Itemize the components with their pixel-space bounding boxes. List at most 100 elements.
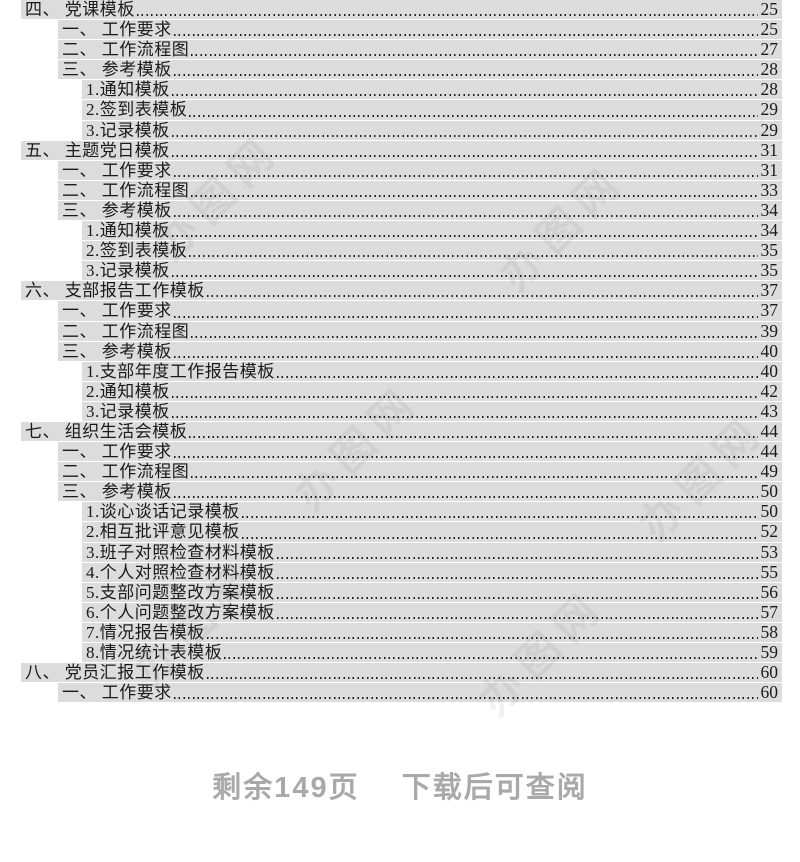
toc-entry-label: 二、 工作流程图	[62, 321, 190, 341]
toc-entry: 三、 参考模板 28	[58, 59, 782, 80]
toc-entry: 6.个人问题整改方案模板 57	[82, 601, 782, 622]
toc-entry-page-number: 29	[760, 119, 779, 140]
toc-entry: 二、 工作流程图 33	[58, 179, 782, 200]
toc-entry: 一、 工作要求 60	[58, 683, 782, 703]
dot-leader	[173, 697, 758, 700]
dot-leader	[173, 174, 758, 177]
toc-entry: 8.情况统计表模板 59	[82, 642, 782, 663]
dot-leader	[189, 255, 758, 258]
toc-entry-label: 2.通知模板	[86, 381, 170, 401]
dot-leader	[276, 596, 758, 599]
toc-entry: 六、 支部报告工作模板 37	[21, 280, 782, 301]
toc-entry-label: 1.支部年度工作报告模板	[86, 361, 275, 381]
toc-entry-label: 二、 工作流程图	[62, 180, 190, 200]
dot-leader	[171, 415, 758, 418]
toc-entry: 1.谈心谈话记录模板 50	[82, 501, 782, 522]
dot-leader	[173, 74, 758, 77]
dot-leader	[191, 194, 758, 197]
toc-entry-page-number: 57	[760, 601, 779, 622]
toc-entry: 2.签到表模板 35	[82, 240, 782, 261]
remaining-pages-text: 剩余149页	[212, 772, 360, 804]
toc-entry-page-number: 56	[760, 581, 779, 602]
toc-entry: 八、 党员汇报工作模板 60	[21, 662, 782, 683]
toc-entry-page-number: 58	[760, 621, 779, 642]
toc-entry-label: 1.通知模板	[86, 80, 170, 100]
toc-entry-page-number: 28	[760, 79, 779, 100]
toc-entry-page-number: 37	[760, 280, 779, 301]
toc-entry-page-number: 31	[760, 159, 779, 180]
toc-entry: 3.记录模板 43	[82, 400, 782, 421]
toc-entry: 2.相互批评意见模板 52	[82, 522, 782, 542]
toc-entry: 二、 工作流程图 39	[58, 320, 782, 341]
toc-entry: 七、 组织生活会模板 44	[21, 420, 782, 442]
toc-entry-label: 六、 支部报告工作模板	[25, 281, 205, 301]
dot-leader	[136, 14, 758, 17]
toc-entry: 三、 参考模板 34	[58, 200, 782, 221]
toc-entry: 2.通知模板 42	[82, 381, 782, 401]
toc-entry-page-number: 34	[760, 220, 779, 241]
preview-footer: 剩余149页 下载后可查阅	[0, 764, 800, 806]
dot-leader	[189, 436, 758, 439]
toc-entry-label: 一、 工作要求	[62, 301, 172, 321]
toc-entry-page-number: 29	[760, 99, 779, 120]
toc-entry: 三、 参考模板 40	[58, 340, 782, 361]
dot-leader	[276, 576, 758, 579]
dot-leader	[173, 496, 758, 499]
toc-entry-page-number: 35	[760, 240, 779, 261]
toc-entry: 二、 工作流程图 27	[58, 39, 782, 60]
toc-entry: 三、 参考模板 50	[58, 481, 782, 502]
dot-leader	[171, 235, 758, 238]
dot-leader	[191, 54, 758, 57]
toc-entry-page-number: 37	[760, 300, 779, 321]
dot-leader	[173, 315, 758, 318]
toc-entry: 二、 工作流程图 49	[58, 461, 782, 482]
toc-entry-label: 5.支部问题整改方案模板	[86, 582, 275, 602]
toc-entry-page-number: 28	[760, 59, 779, 80]
toc-entry-label: 7.情况报告模板	[86, 622, 205, 642]
toc-entry-label: 3.记录模板	[86, 261, 170, 281]
toc-entry: 5.支部问题整改方案模板 56	[82, 581, 782, 602]
toc-entry: 3.记录模板 35	[82, 260, 782, 281]
toc-entry: 2.签到表模板 29	[82, 99, 782, 120]
dot-leader	[173, 215, 758, 218]
toc-entry-page-number: 40	[760, 340, 779, 361]
toc-entry-label: 二、 工作流程图	[62, 40, 190, 60]
toc-entry: 一、 工作要求 25	[58, 19, 782, 40]
toc-entry: 一、 工作要求 31	[58, 159, 782, 180]
dot-leader	[171, 154, 758, 157]
toc-entry-page-number: 44	[760, 441, 779, 462]
toc-entry: 五、 主题党日模板 31	[21, 140, 782, 160]
toc-entry-page-number: 33	[760, 179, 779, 200]
toc-entry-page-number: 53	[760, 541, 779, 562]
dot-leader	[206, 295, 758, 298]
dot-leader	[276, 556, 758, 559]
dot-leader	[191, 335, 758, 338]
toc-entry-page-number: 50	[760, 481, 779, 502]
toc-entry-page-number: 44	[760, 420, 779, 441]
toc-entry-label: 四、 党课模板	[25, 0, 135, 19]
toc-entry-label: 2.相互批评意见模板	[86, 522, 240, 542]
toc-entry-page-number: 35	[760, 260, 779, 281]
download-hint-text: 下载后可查阅	[401, 772, 588, 804]
toc-entry: 1.通知模板 28	[82, 79, 782, 100]
toc-entry-page-number: 50	[760, 501, 779, 522]
toc-entry-page-number: 49	[760, 461, 779, 482]
toc-entry-page-number: 27	[760, 39, 779, 60]
toc-entry-page-number: 39	[760, 320, 779, 341]
dot-leader	[173, 456, 758, 459]
dot-leader	[191, 476, 758, 479]
toc-entry-page-number: 43	[760, 400, 779, 421]
toc-entry-label: 1.谈心谈话记录模板	[86, 502, 240, 522]
toc-entry-label: 一、 工作要求	[62, 442, 172, 462]
toc-entry-page-number: 55	[760, 561, 779, 582]
toc-entry: 1.通知模板 34	[82, 220, 782, 241]
toc-entry-label: 三、 参考模板	[62, 60, 172, 80]
toc-entry-label: 五、 主题党日模板	[25, 140, 170, 160]
toc-entry-label: 一、 工作要求	[62, 160, 172, 180]
toc-entry: 四、 党课模板 25	[21, 0, 782, 20]
table-of-contents: 四、 党课模板 25 一、 工作要求 25 二、 工作流程图 27 三、 参考模…	[21, 0, 782, 703]
dot-leader	[276, 616, 758, 619]
toc-entry: 7.情况报告模板 58	[82, 621, 782, 642]
toc-entry: 3.记录模板 29	[82, 119, 782, 140]
toc-entry: 一、 工作要求 37	[58, 300, 782, 321]
